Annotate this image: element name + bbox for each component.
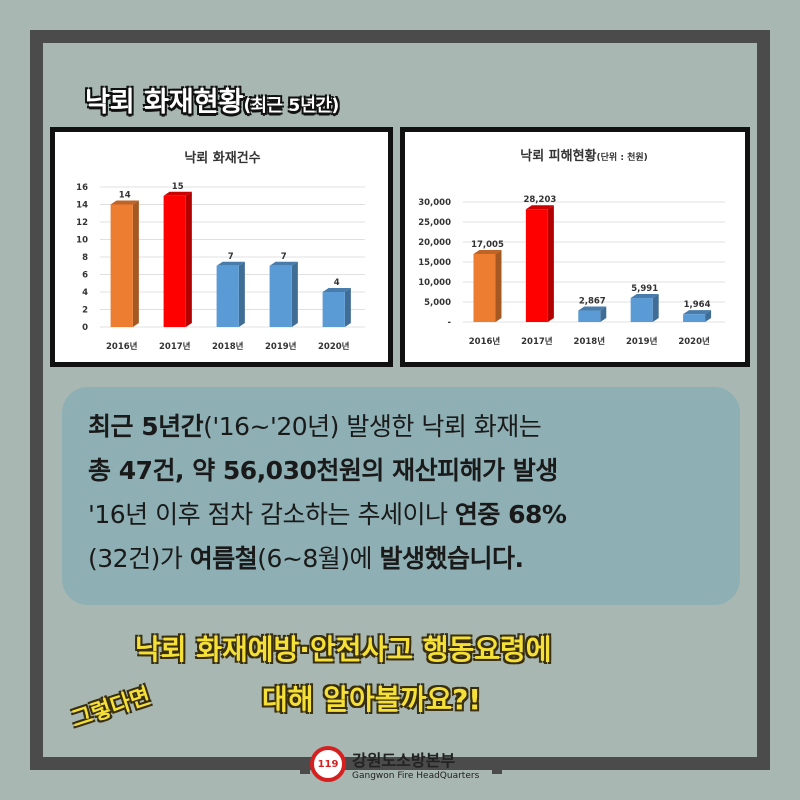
- logo: 119 강원도소방본부 Gangwon Fire HeadQuarters: [310, 746, 479, 782]
- bar-top: [473, 249, 502, 254]
- bar: [163, 195, 186, 327]
- y-tick-label: 6: [82, 271, 88, 281]
- logo-english: Gangwon Fire HeadQuarters: [352, 771, 480, 781]
- y-tick-label: 30,000: [418, 198, 451, 208]
- logo-name: 강원도소방본부: [352, 751, 456, 770]
- bar: [322, 292, 345, 327]
- chart-title: 낙뢰 피해현황(단위 : 천원): [520, 148, 648, 164]
- data-label: 7: [228, 252, 234, 262]
- bar-side: [547, 205, 554, 322]
- bar: [683, 314, 706, 322]
- y-tick-label: 5,000: [424, 298, 451, 308]
- chart-title: 낙뢰 화재건수: [184, 150, 260, 166]
- bar-top: [269, 261, 298, 266]
- bar-side: [132, 200, 139, 327]
- frame-border: [30, 30, 770, 770]
- y-tick-label: 20,000: [418, 238, 451, 248]
- bar-top: [216, 261, 245, 266]
- x-tick-label: 2020년: [318, 341, 350, 352]
- data-label: 14: [119, 191, 131, 201]
- data-label: 15: [172, 182, 184, 192]
- y-tick-label: 16: [76, 183, 88, 193]
- y-tick-label: 2: [82, 306, 88, 316]
- y-tick-label: 0: [82, 323, 88, 333]
- x-tick-label: 2020년: [678, 336, 710, 347]
- bar: [473, 253, 496, 322]
- data-label: 28,203: [523, 195, 556, 205]
- bar-top: [630, 294, 659, 299]
- bar: [525, 209, 548, 322]
- x-tick-label: 2017년: [521, 336, 553, 347]
- y-tick-label: 4: [82, 288, 88, 298]
- cta-line-1: 낙뢰 화재예방·안전사고 행동요령에: [135, 633, 552, 666]
- y-tick-label: 8: [82, 253, 88, 263]
- bar-top: [163, 191, 192, 196]
- cta-line-2: 대해 알아볼까요?!: [262, 683, 482, 716]
- y-tick-label: -: [447, 318, 451, 328]
- data-label: 17,005: [471, 240, 504, 250]
- title-sub: (최근 5년간): [243, 96, 340, 116]
- bar: [630, 298, 653, 322]
- x-tick-label: 2017년: [159, 341, 191, 352]
- y-tick-label: 10: [76, 236, 88, 246]
- bar-side: [238, 261, 245, 327]
- x-tick-label: 2016년: [469, 336, 501, 347]
- x-tick-label: 2018년: [574, 336, 606, 347]
- bar-side: [495, 249, 502, 322]
- title-main: 낙뢰 화재현황: [85, 87, 244, 118]
- data-label: 2,867: [579, 297, 606, 307]
- bar-side: [291, 261, 298, 327]
- summary-box: 최근 5년간('16~'20년) 발생한 낙뢰 화재는 총 47건, 약 56,…: [62, 387, 740, 605]
- bar-side: [600, 306, 607, 322]
- data-label: 5,991: [631, 284, 658, 294]
- bar-side: [652, 294, 659, 322]
- data-label: 1,964: [684, 300, 711, 310]
- bar-side: [185, 191, 192, 327]
- bar: [110, 204, 133, 327]
- divider: [300, 760, 310, 774]
- chart-fire-count: 낙뢰 화재건수 0 2 4 6 8 10 12 14 16 14 2016년 15 2017년 7 2018년…: [50, 127, 393, 367]
- bar-top: [683, 310, 712, 315]
- y-tick-label: 10,000: [418, 278, 451, 288]
- page-title: 낙뢰 화재현황(최근 5년간): [85, 80, 339, 119]
- x-tick-label: 2019년: [265, 341, 297, 352]
- bar-side: [344, 288, 351, 327]
- bar-side: [705, 310, 712, 322]
- divider: [492, 760, 502, 774]
- x-tick-label: 2019년: [626, 336, 658, 347]
- chart-damage: 낙뢰 피해현황(단위 : 천원) - 5,000 10,000 15,000 20,000…: [400, 127, 750, 367]
- bar: [578, 310, 601, 322]
- y-tick-label: 25,000: [418, 218, 451, 228]
- y-tick-label: 15,000: [418, 258, 451, 268]
- bar: [269, 265, 292, 327]
- x-tick-label: 2016년: [106, 341, 138, 352]
- data-label: 7: [281, 252, 287, 262]
- data-label: 4: [334, 278, 340, 288]
- bar-top: [110, 200, 139, 205]
- bar-top: [578, 306, 607, 311]
- bar: [216, 265, 239, 327]
- y-tick-label: 14: [76, 201, 88, 211]
- bar-top: [322, 288, 351, 292]
- fire-emblem-icon: 119: [310, 746, 346, 782]
- x-tick-label: 2018년: [212, 341, 244, 352]
- bar-top: [525, 205, 554, 210]
- y-tick-label: 12: [76, 218, 88, 228]
